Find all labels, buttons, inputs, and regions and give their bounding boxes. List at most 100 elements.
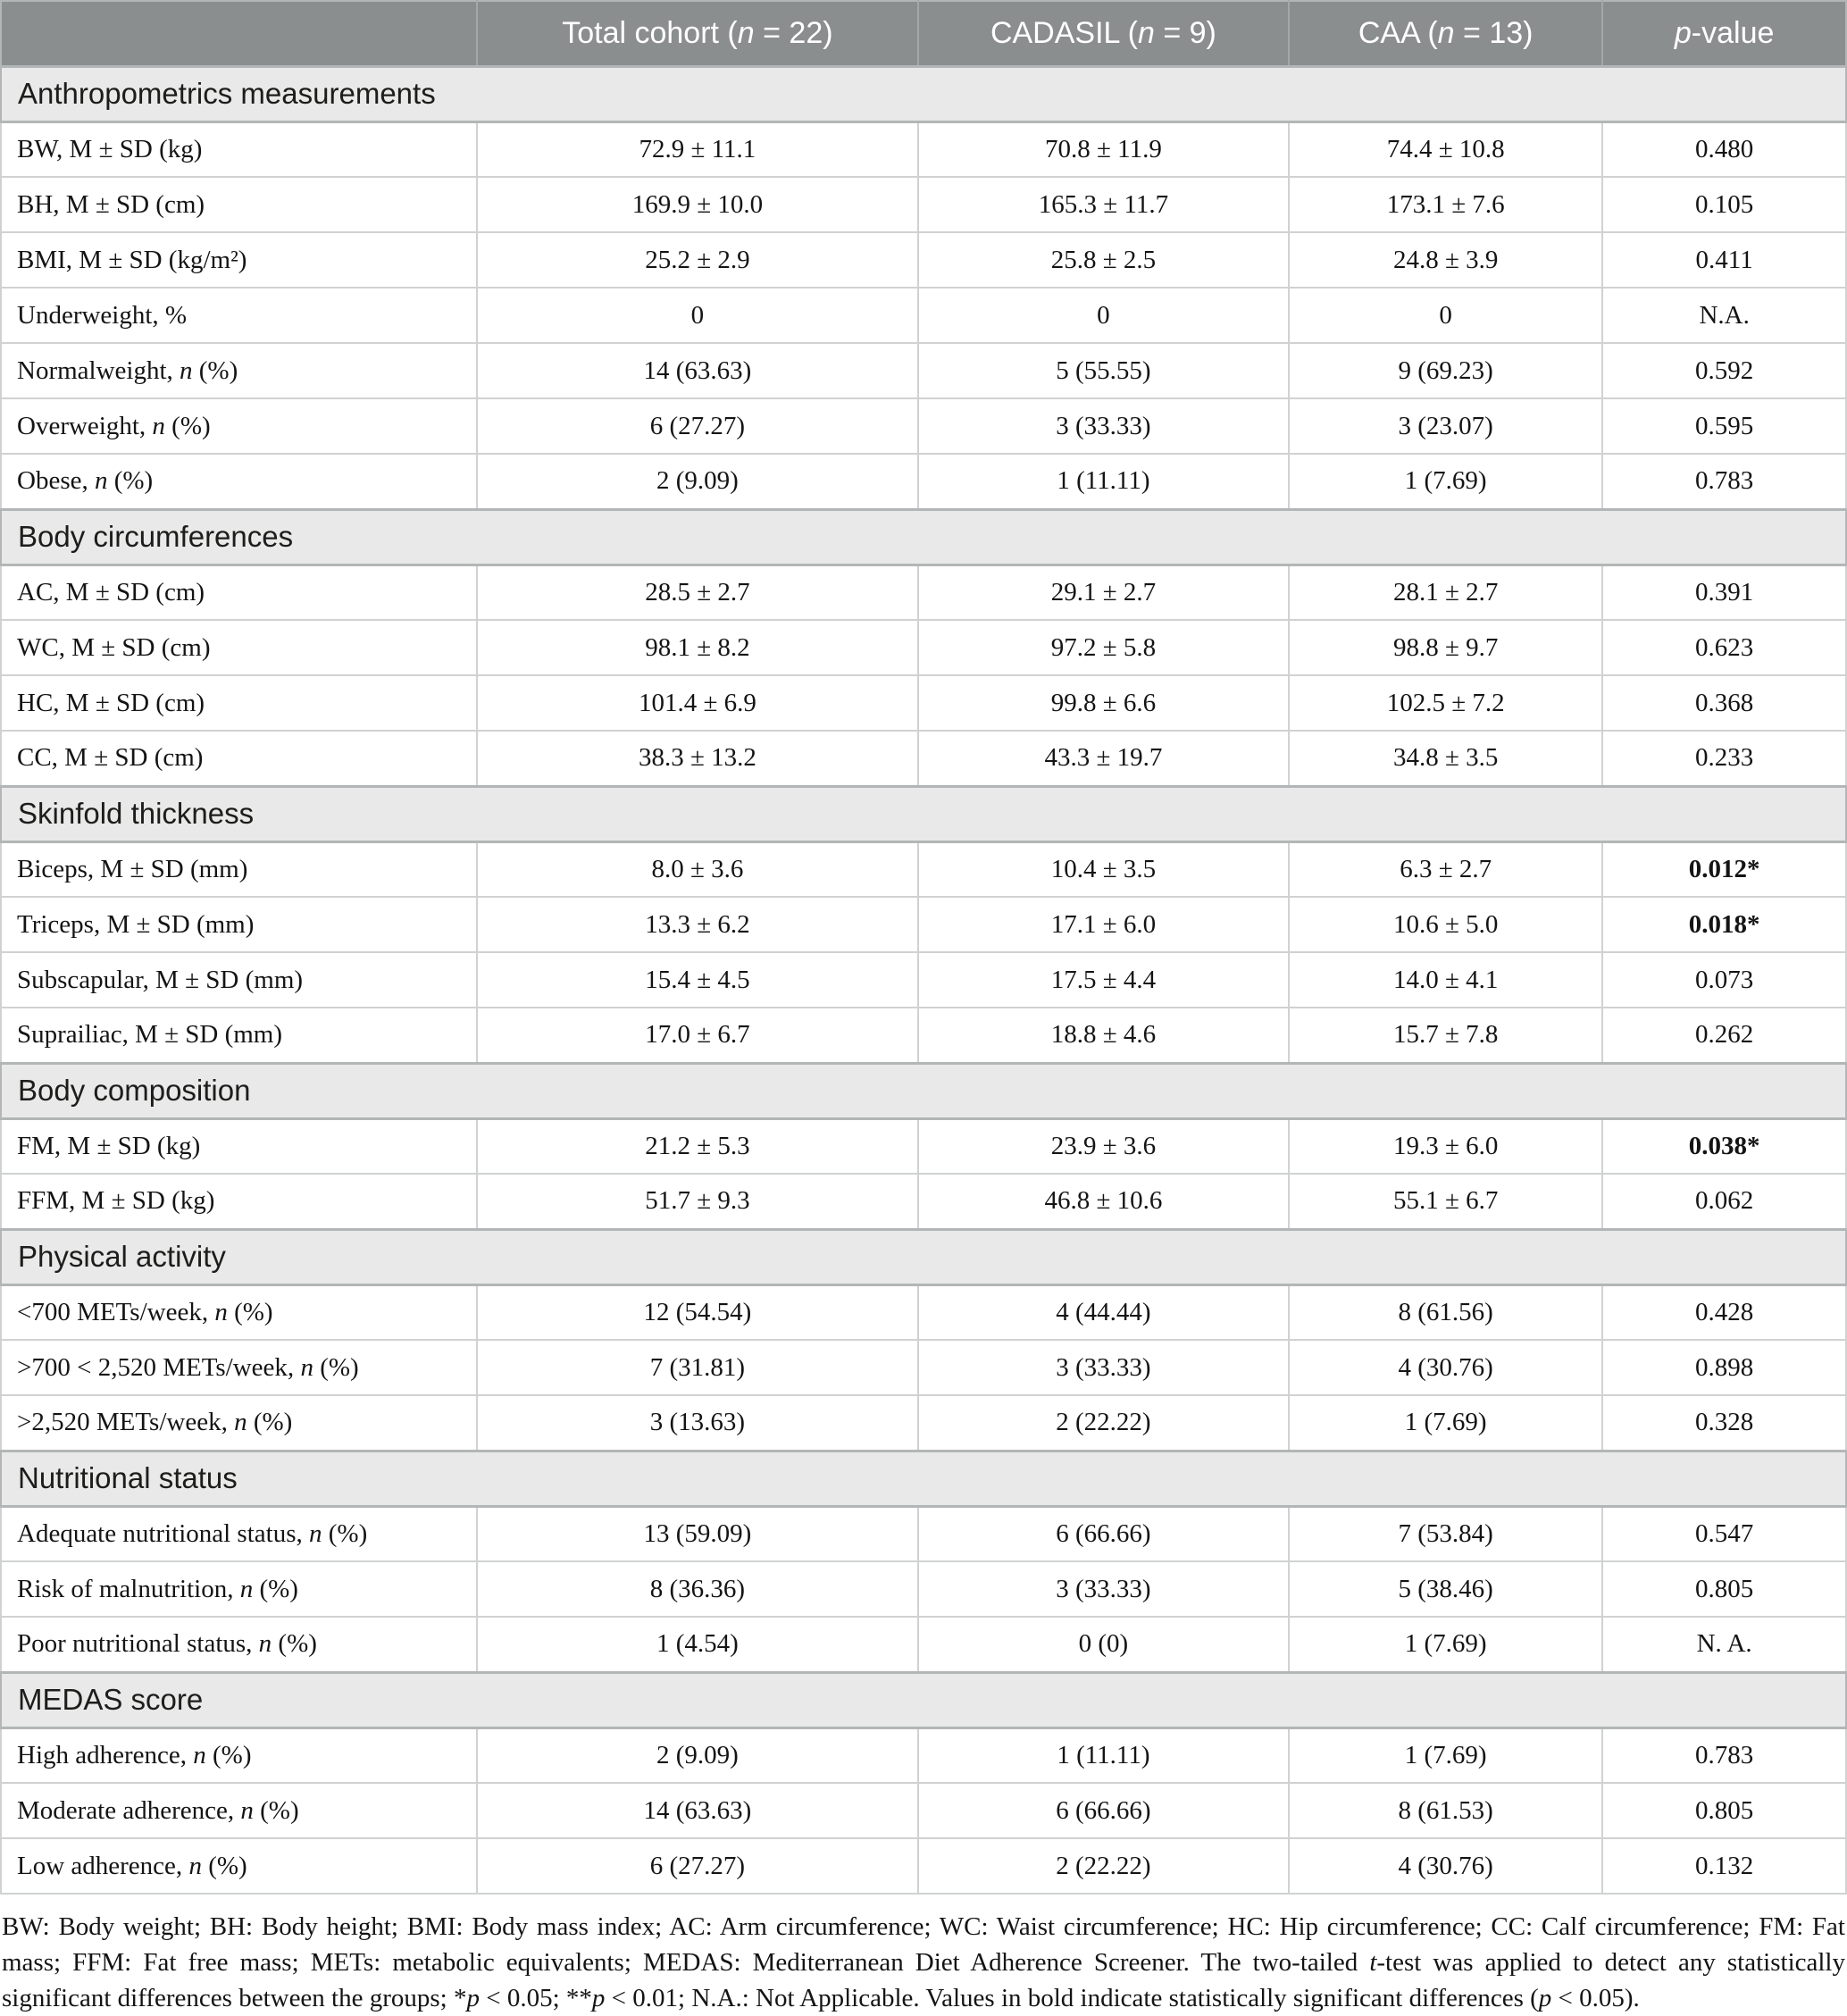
table-row: Moderate adherence, n (%) 14 (63.63) 6 (66…	[0, 1782, 1847, 1839]
table-row: BW, M ± SD (kg) 72.9 ± 11.1 70.8 ± 11.9 74.…	[0, 121, 1847, 178]
row-label: HC, M ± SD (cm)	[0, 674, 479, 732]
cell-cadasil: 10.4 ± 3.5	[916, 841, 1291, 898]
cell-pvalue: 0.262	[1601, 1007, 1847, 1064]
cell-total-cohort: 51.7 ± 9.3	[476, 1173, 919, 1230]
row-label: Subscapular, M ± SD (mm)	[0, 951, 479, 1008]
cell-caa: 1 (7.69)	[1288, 1616, 1604, 1673]
table-row: HC, M ± SD (cm) 101.4 ± 6.9 99.8 ± 6.6 102.…	[0, 674, 1847, 732]
cell-cadasil: 5 (55.55)	[916, 342, 1291, 399]
section-title: Nutritional status	[1, 1449, 1846, 1508]
cell-total-cohort: 7 (31.81)	[476, 1339, 919, 1396]
cell-cadasil: 17.5 ± 4.4	[916, 951, 1291, 1008]
row-label: >2,520 METs/week, n (%)	[0, 1394, 479, 1451]
cell-cadasil: 99.8 ± 6.6	[916, 674, 1291, 732]
row-label: Moderate adherence, n (%)	[0, 1782, 479, 1839]
cell-cadasil: 3 (33.33)	[916, 397, 1291, 455]
cell-caa: 14.0 ± 4.1	[1288, 951, 1604, 1008]
row-label: CC, M ± SD (cm)	[0, 730, 479, 787]
cell-cadasil: 17.1 ± 6.0	[916, 896, 1291, 953]
section-header-row: Body composition	[1, 1061, 1846, 1120]
cell-pvalue: 0.547	[1601, 1505, 1847, 1562]
row-label: FFM, M ± SD (kg)	[0, 1173, 479, 1230]
table-row: Suprailiac, M ± SD (mm) 17.0 ± 6.7 18.8 ± …	[0, 1007, 1847, 1064]
cell-caa: 10.6 ± 5.0	[1288, 896, 1604, 953]
column-header-total-cohort: Total cohort (n = 22)	[476, 1, 918, 67]
cell-caa: 3 (23.07)	[1288, 397, 1604, 455]
cell-pvalue: N.A.	[1601, 287, 1847, 344]
cell-total-cohort: 2 (9.09)	[476, 453, 919, 510]
cell-caa: 4 (30.76)	[1288, 1837, 1604, 1895]
corner-header-cell	[1, 1, 478, 67]
cell-caa: 5 (38.46)	[1288, 1560, 1604, 1618]
cell-cadasil: 1 (11.11)	[916, 1727, 1291, 1784]
section-title: Skinfold thickness	[1, 784, 1846, 843]
cell-caa: 4 (30.76)	[1288, 1339, 1604, 1396]
section-title: Anthropometrics measurements	[1, 64, 1846, 123]
cell-cadasil: 46.8 ± 10.6	[916, 1173, 1291, 1230]
column-header-caa: CAA (n = 13)	[1288, 1, 1603, 67]
cell-caa: 28.1 ± 2.7	[1288, 564, 1604, 621]
cell-caa: 0	[1288, 287, 1604, 344]
section-title: Physical activity	[1, 1227, 1846, 1286]
section-header-row: Nutritional status	[1, 1449, 1846, 1508]
table-row: >700 < 2,520 METs/week, n (%) 7 (31.81) 3 …	[0, 1339, 1847, 1396]
section-header-row: Body circumferences	[1, 507, 1846, 566]
row-label: AC, M ± SD (cm)	[0, 564, 479, 621]
table-header-row: Total cohort (n = 22) CADASIL (n = 9) CA…	[1, 1, 1846, 67]
cell-total-cohort: 6 (27.27)	[476, 397, 919, 455]
row-label: Biceps, M ± SD (mm)	[0, 841, 479, 898]
table-row: Normalweight, n (%) 14 (63.63) 5 (55.55) 9 …	[0, 342, 1847, 399]
table-row: WC, M ± SD (cm) 98.1 ± 8.2 97.2 ± 5.8 98.8 …	[0, 619, 1847, 676]
table-row: CC, M ± SD (cm) 38.3 ± 13.2 43.3 ± 19.7 34.…	[0, 730, 1847, 787]
cell-pvalue: 0.805	[1601, 1560, 1847, 1618]
cell-total-cohort: 38.3 ± 13.2	[476, 730, 919, 787]
table-row: >2,520 METs/week, n (%) 3 (13.63) 2 (22.22…	[0, 1394, 1847, 1451]
cell-pvalue: 0.411	[1601, 231, 1847, 289]
row-label: >700 < 2,520 METs/week, n (%)	[0, 1339, 479, 1396]
cell-cadasil: 25.8 ± 2.5	[916, 231, 1291, 289]
cell-total-cohort: 169.9 ± 10.0	[476, 176, 919, 233]
cell-pvalue: 0.328	[1601, 1394, 1847, 1451]
cell-cadasil: 3 (33.33)	[916, 1339, 1291, 1396]
cell-cadasil: 0	[916, 287, 1291, 344]
section-header-row: Physical activity	[1, 1227, 1846, 1286]
table-row: Biceps, M ± SD (mm) 8.0 ± 3.6 10.4 ± 3.5 6.…	[0, 841, 1847, 898]
cell-cadasil: 97.2 ± 5.8	[916, 619, 1291, 676]
cell-caa: 173.1 ± 7.6	[1288, 176, 1604, 233]
cell-cadasil: 0 (0)	[916, 1616, 1291, 1673]
table-row: FFM, M ± SD (kg) 51.7 ± 9.3 46.8 ± 10.6 55.…	[0, 1173, 1847, 1230]
cell-total-cohort: 0	[476, 287, 919, 344]
cell-cadasil: 1 (11.11)	[916, 453, 1291, 510]
cell-cadasil: 6 (66.66)	[916, 1505, 1291, 1562]
table-row: Low adherence, n (%) 6 (27.27) 2 (22.22) 4 …	[0, 1837, 1847, 1895]
table-row: FM, M ± SD (kg) 21.2 ± 5.3 23.9 ± 3.6 19.3 …	[0, 1117, 1847, 1175]
table-row: Adequate nutritional status, n (%) 13 (59…	[0, 1505, 1847, 1562]
table-body: Anthropometrics measurements BW, M ± SD (…	[0, 64, 1847, 1895]
cell-caa: 7 (53.84)	[1288, 1505, 1604, 1562]
row-label: FM, M ± SD (kg)	[0, 1117, 479, 1175]
cell-cadasil: 4 (44.44)	[916, 1284, 1291, 1341]
cell-pvalue: 0.595	[1601, 397, 1847, 455]
table-row: AC, M ± SD (cm) 28.5 ± 2.7 29.1 ± 2.7 28.1 …	[0, 564, 1847, 621]
cell-total-cohort: 1 (4.54)	[476, 1616, 919, 1673]
cell-caa: 55.1 ± 6.7	[1288, 1173, 1604, 1230]
table-row: Subscapular, M ± SD (mm) 15.4 ± 4.5 17.5 ±…	[0, 951, 1847, 1008]
row-label: Adequate nutritional status, n (%)	[0, 1505, 479, 1562]
row-label: High adherence, n (%)	[0, 1727, 479, 1784]
cell-caa: 98.8 ± 9.7	[1288, 619, 1604, 676]
cell-pvalue: 0.073	[1601, 951, 1847, 1008]
cell-cadasil: 23.9 ± 3.6	[916, 1117, 1291, 1175]
section-header-row: Skinfold thickness	[1, 784, 1846, 843]
row-label: Underweight, %	[0, 287, 479, 344]
cell-pvalue: 0.012*	[1601, 841, 1847, 898]
table-row: Underweight, % 0 0 0 N.A.	[0, 287, 1847, 344]
cell-caa: 9 (69.23)	[1288, 342, 1604, 399]
cell-total-cohort: 25.2 ± 2.9	[476, 231, 919, 289]
row-label: BH, M ± SD (cm)	[0, 176, 479, 233]
cell-total-cohort: 8.0 ± 3.6	[476, 841, 919, 898]
cell-total-cohort: 8 (36.36)	[476, 1560, 919, 1618]
cell-pvalue: 0.391	[1601, 564, 1847, 621]
cell-total-cohort: 6 (27.27)	[476, 1837, 919, 1895]
row-label: Risk of malnutrition, n (%)	[0, 1560, 479, 1618]
